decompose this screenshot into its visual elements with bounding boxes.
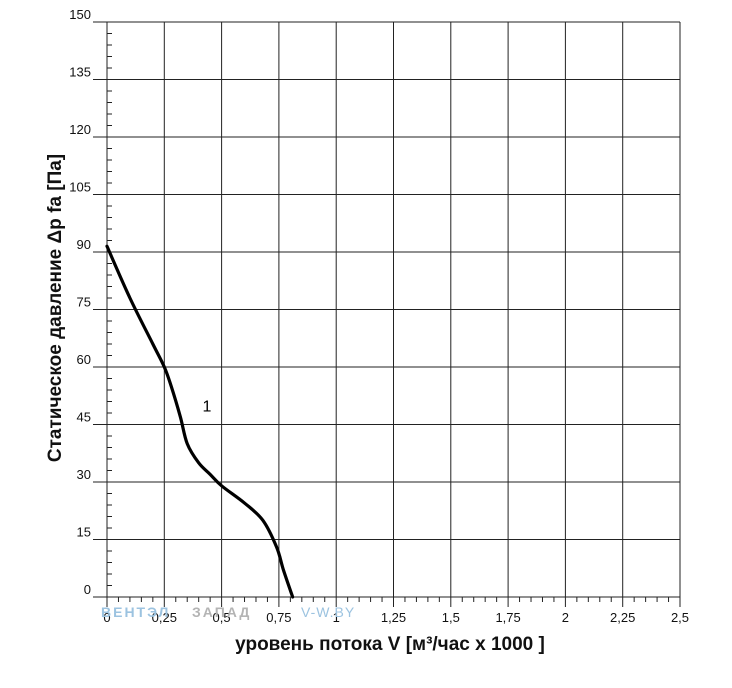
series-line-1 xyxy=(105,244,295,599)
y-axis-title: Статическое давление Δp fa [Па] xyxy=(45,154,66,462)
watermark-part-2: ЗАПАД xyxy=(192,604,251,620)
x-tick-label: 0,5 xyxy=(213,610,231,625)
series-label: 1 xyxy=(203,398,212,415)
x-tick-label: 2,25 xyxy=(610,610,635,625)
grid xyxy=(93,21,681,607)
x-tick-label: 2 xyxy=(562,610,569,625)
y-tick-label: 60 xyxy=(77,352,91,367)
x-tick-label: 1 xyxy=(333,610,340,625)
x-tick-label: 0,75 xyxy=(266,610,291,625)
series: 1 xyxy=(105,244,295,599)
y-tick-label: 90 xyxy=(77,237,91,252)
watermark-part-3: V-W.BY xyxy=(301,604,355,620)
x-axis-title: уровень потока V [м³/час x 1000 ] xyxy=(235,634,545,655)
x-tick-label: 2,5 xyxy=(671,610,689,625)
y-tick-label: 150 xyxy=(69,7,91,22)
x-tick-label: 0,25 xyxy=(152,610,177,625)
x-tick-label: 1,25 xyxy=(381,610,406,625)
y-tick-label: 15 xyxy=(77,525,91,540)
y-tick-label: 45 xyxy=(77,410,91,425)
y-tick-label: 30 xyxy=(77,467,91,482)
y-tick-label: 105 xyxy=(69,180,91,195)
y-tick-label: 75 xyxy=(77,295,91,310)
y-tick-label: 0 xyxy=(84,582,91,597)
watermark-part-1: ВЕНТЭЛ xyxy=(101,604,170,620)
x-axis-ticks: 0 0,25 0,5 0,75 1 1,25 1,5 1,75 2 2,25 2,5 xyxy=(103,610,689,625)
y-tick-label: 120 xyxy=(69,122,91,137)
x-tick-label: 0 xyxy=(103,610,110,625)
x-tick-label: 1,5 xyxy=(442,610,460,625)
y-axis-ticks: 0 15 30 45 60 75 90 105 120 135 150 xyxy=(69,7,91,597)
y-tick-label: 135 xyxy=(69,65,91,80)
watermark: ВЕНТЭЛ ЗАПАД V-W.BY xyxy=(101,604,355,620)
x-tick-label: 1,75 xyxy=(495,610,520,625)
